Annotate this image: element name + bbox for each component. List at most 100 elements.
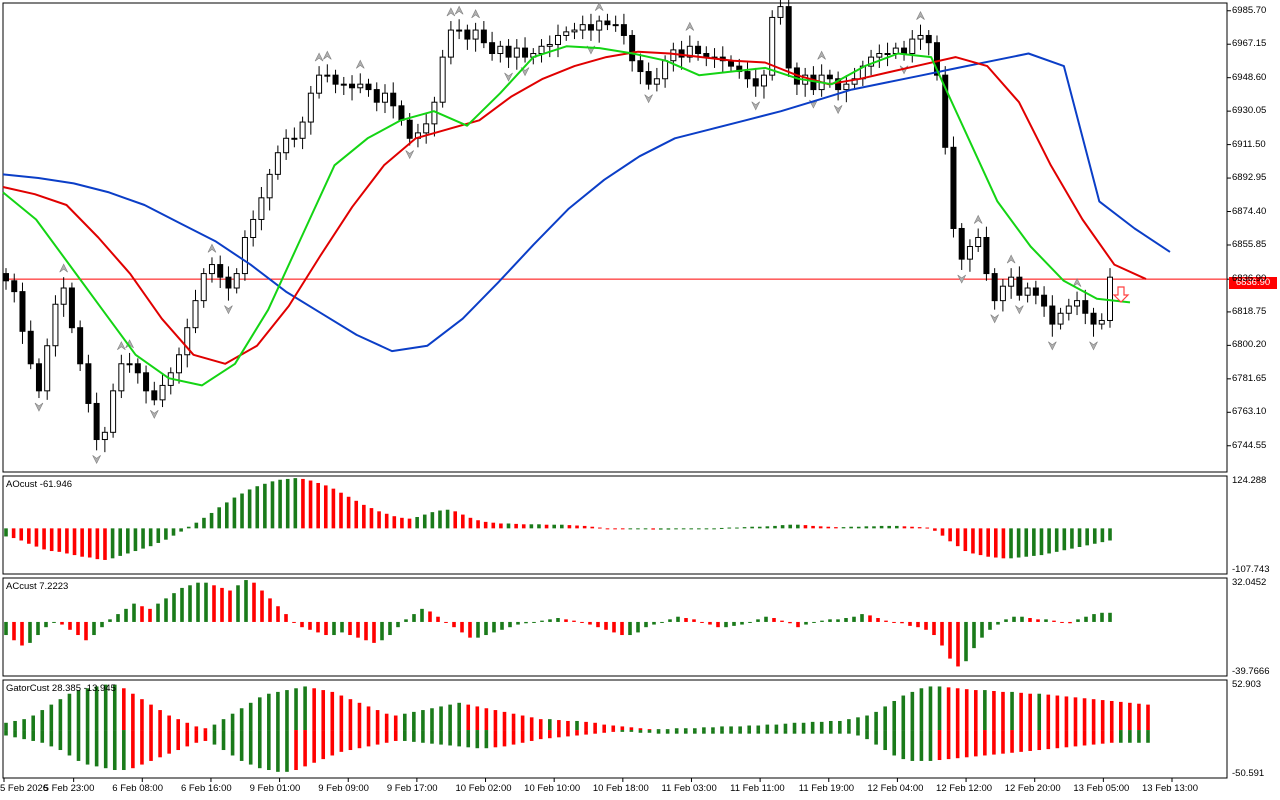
gator-upper-bar — [729, 726, 733, 731]
candlestick — [942, 66, 949, 155]
candlestick — [637, 53, 644, 85]
candle-body — [283, 137, 290, 154]
histogram-bar — [436, 616, 440, 622]
histogram-bar — [445, 509, 450, 529]
gator-lower-bar — [457, 730, 461, 747]
gator-lower-bar — [656, 730, 661, 734]
candle-body — [1065, 305, 1072, 314]
histogram-bar — [278, 479, 282, 529]
histogram-bar — [660, 621, 664, 623]
histogram-bar — [196, 582, 200, 622]
candlestick — [497, 40, 504, 63]
histogram-bar — [735, 527, 739, 529]
gator-lower-bar — [1146, 730, 1150, 743]
histogram-bar — [884, 620, 888, 622]
gator-upper-bar — [548, 719, 552, 731]
candle-body — [44, 345, 51, 392]
candle-body — [760, 74, 767, 87]
gator-lower-bar — [303, 730, 307, 767]
candlestick — [340, 76, 347, 95]
histogram-bar — [60, 621, 64, 625]
price-tick-label: 6836.90 — [1232, 273, 1267, 285]
histogram-bar — [849, 526, 853, 529]
gator-upper-bar — [393, 715, 398, 731]
histogram-bar — [1020, 616, 1024, 622]
candle-body — [1024, 287, 1031, 296]
candlestick — [999, 278, 1006, 312]
candlestick — [323, 50, 332, 83]
candlestick — [299, 116, 306, 150]
fractal-up-marker — [59, 263, 68, 273]
gator-lower-bar — [973, 730, 978, 757]
time-tick-label: 9 Feb 01:00 — [249, 783, 301, 794]
candle-body — [1090, 312, 1097, 325]
histogram-bar — [415, 517, 419, 529]
histogram-bar — [876, 618, 880, 622]
histogram-bar — [697, 528, 701, 530]
gator-lower-bar — [185, 730, 190, 747]
fractal-down-marker — [751, 101, 760, 111]
histogram-bar — [826, 526, 831, 529]
candlestick — [843, 75, 850, 103]
candle-body — [291, 137, 298, 140]
histogram-bar — [316, 482, 320, 529]
fractal-down-marker — [644, 94, 653, 104]
histogram-bar — [764, 616, 768, 622]
candle-body — [241, 237, 248, 275]
gator-upper-bar — [520, 715, 525, 731]
candlestick — [414, 123, 421, 148]
histogram-bar — [36, 621, 40, 636]
histogram-bar — [87, 528, 92, 558]
histogram-bar — [750, 526, 754, 529]
gator-upper-bar — [819, 721, 824, 731]
candle-body — [208, 264, 215, 275]
current-price-tag: 6836.90 — [1229, 277, 1277, 289]
candle-body — [480, 29, 487, 44]
candle-body — [1016, 276, 1023, 296]
candle-body — [645, 71, 652, 85]
candle-body — [340, 83, 347, 86]
histogram-bar — [348, 621, 352, 636]
candle-body — [456, 29, 463, 32]
histogram-bar — [217, 507, 221, 529]
candlestick — [274, 145, 281, 180]
histogram-bar — [380, 621, 384, 641]
gator-upper-bar — [131, 693, 135, 731]
candlestick — [480, 21, 487, 49]
candlestick — [3, 268, 9, 290]
histogram-bar — [712, 528, 716, 530]
candlestick — [785, 0, 792, 77]
gator-upper-bar — [1073, 697, 1078, 731]
gator-lower-bar — [158, 730, 162, 758]
candle-body — [744, 71, 751, 80]
candlestick — [1089, 307, 1098, 351]
histogram-bar — [804, 621, 808, 625]
histogram-bar — [724, 621, 728, 628]
histogram-bar — [580, 621, 584, 623]
histogram-bar — [692, 619, 696, 622]
gator-lower-bar — [865, 730, 869, 740]
histogram-bar — [44, 621, 48, 628]
histogram-bar — [80, 528, 84, 557]
candle-body — [126, 363, 133, 366]
histogram-bar — [521, 524, 526, 529]
candlestick — [1041, 286, 1048, 317]
gator-upper-bar — [928, 686, 933, 731]
gator-upper-bar — [1019, 692, 1023, 731]
gator-upper-bar — [194, 726, 199, 731]
gator-upper-bar — [602, 724, 606, 731]
gator-lower-bar — [312, 730, 316, 763]
histogram-bar — [141, 528, 145, 549]
candle-body — [489, 42, 496, 55]
histogram-bar — [1016, 528, 1021, 558]
time-tick-label: 9 Feb 09:00 — [318, 783, 369, 794]
histogram-bar — [588, 621, 592, 625]
candle-body — [670, 49, 677, 62]
gator-upper-bar — [375, 710, 380, 731]
gator-upper-bar — [529, 717, 534, 731]
ao-panel-frame — [2, 475, 1228, 575]
ao-indicator-label: AOcust -61.946 — [6, 479, 73, 490]
fractal-up-marker — [454, 5, 464, 15]
gator-upper-bar — [720, 726, 724, 731]
histogram-bar — [404, 619, 408, 622]
